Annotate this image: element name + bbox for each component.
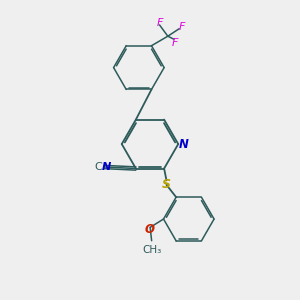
Text: C: C [94,162,102,172]
Text: N: N [178,138,188,151]
Text: CH₃: CH₃ [142,244,161,255]
Text: O: O [145,223,154,236]
Text: S: S [162,178,171,191]
Text: F: F [156,17,163,28]
Text: F: F [172,38,178,48]
Text: F: F [179,22,185,32]
Text: N: N [102,162,111,172]
